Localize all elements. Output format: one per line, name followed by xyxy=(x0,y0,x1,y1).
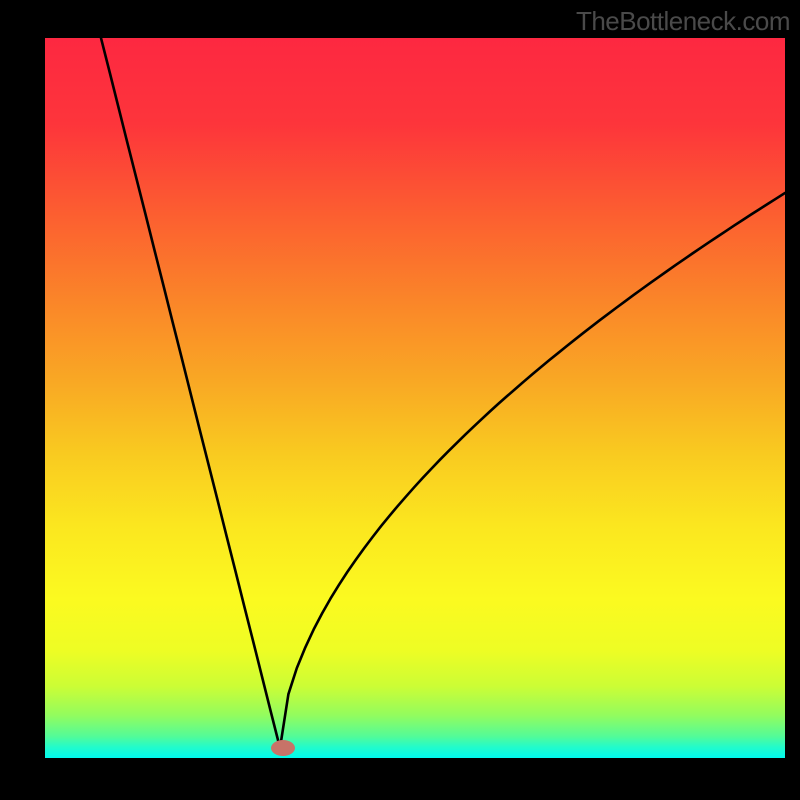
chart-container: TheBottleneck.com xyxy=(0,0,800,800)
plot-area xyxy=(45,38,785,758)
watermark-text: TheBottleneck.com xyxy=(576,6,790,37)
optimal-point-marker xyxy=(269,738,297,758)
gradient-background xyxy=(45,38,785,758)
